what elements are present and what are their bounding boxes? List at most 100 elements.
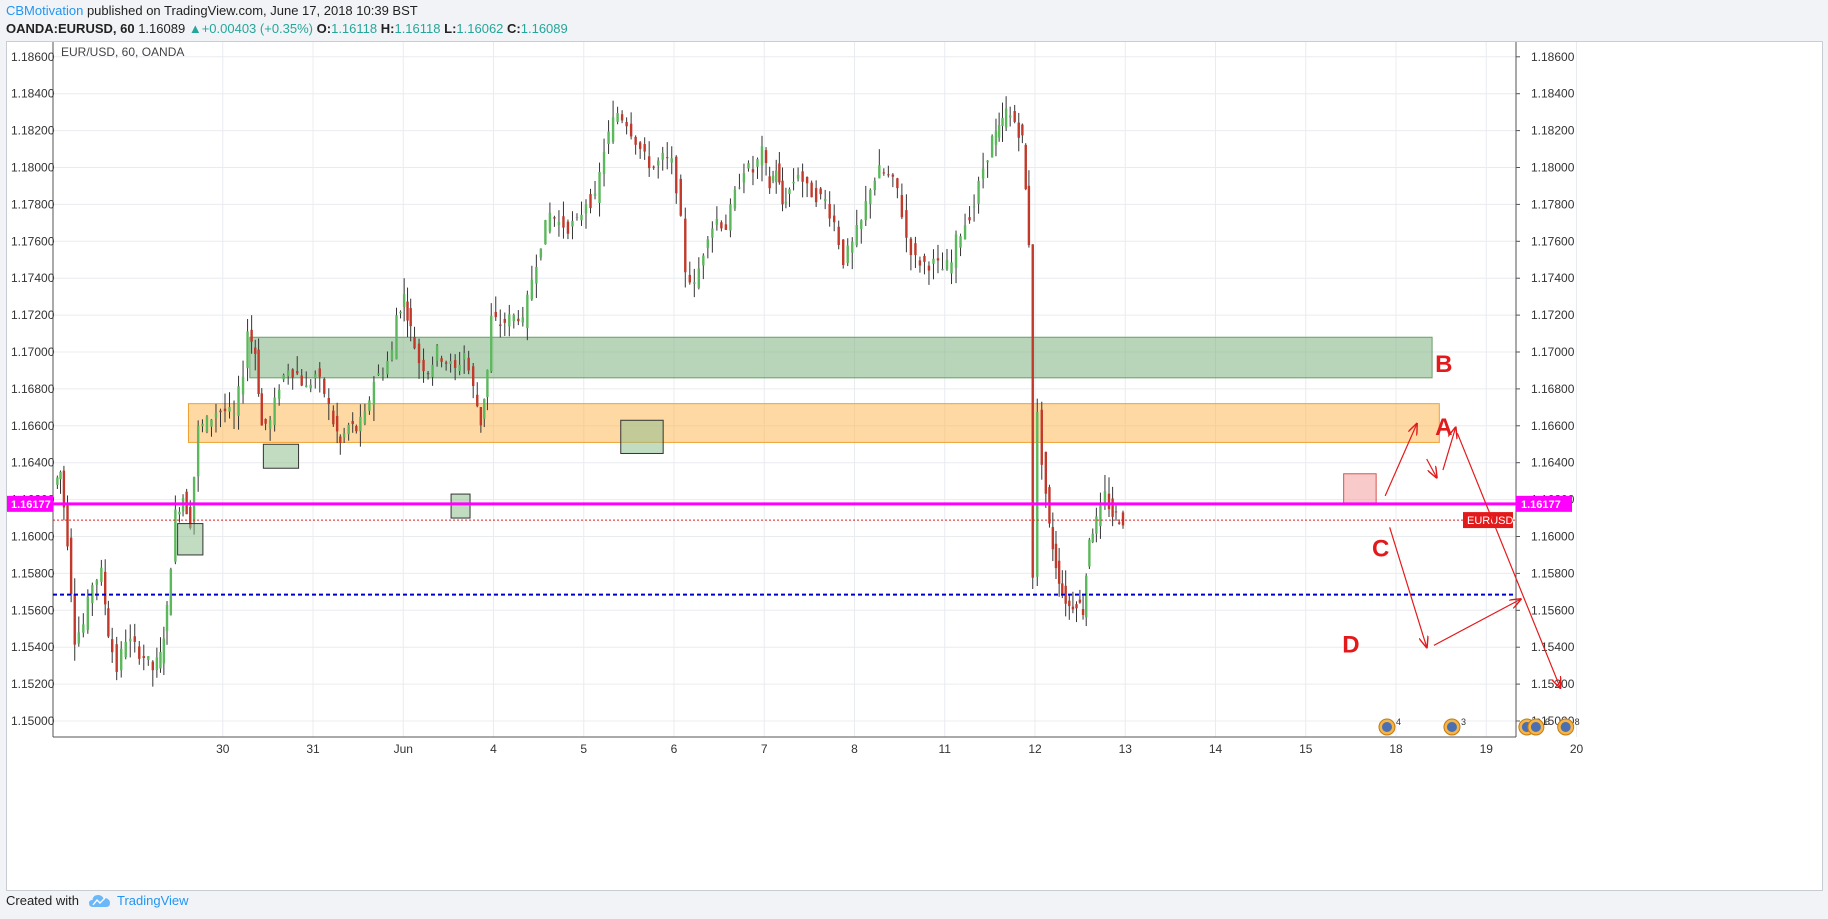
- y-tick-label-right: 1.17600: [1531, 234, 1575, 248]
- candle-bear: [494, 311, 497, 318]
- candle-bear: [566, 221, 570, 234]
- candle-bear: [819, 188, 822, 195]
- y-tick-label-right: 1.15800: [1531, 566, 1575, 580]
- symbol-info: OANDA:EURUSD, 60 1.16089 ▲+0.00403 (+0.3…: [6, 21, 568, 36]
- publish-info: CBMotivation published on TradingView.co…: [6, 3, 418, 18]
- candle-bull: [602, 152, 606, 174]
- candle-bull: [159, 652, 162, 669]
- candle-bear: [1064, 585, 1067, 604]
- candle-bear: [69, 537, 73, 595]
- y-tick-label-left: 1.16000: [11, 530, 55, 544]
- candle-bear: [688, 274, 691, 283]
- event-count: 6: [1545, 717, 1550, 727]
- candle-bear: [1017, 122, 1020, 138]
- candle-bear: [327, 397, 330, 405]
- open-label: O:: [316, 21, 332, 36]
- candle-bull: [557, 221, 561, 226]
- candle-bear: [553, 217, 556, 219]
- candle-bull: [932, 258, 935, 264]
- candle-bear: [323, 378, 326, 394]
- candle-bull: [990, 136, 994, 158]
- candle-bull: [742, 173, 746, 183]
- candle-bear: [296, 371, 299, 374]
- candle-bear: [634, 136, 637, 145]
- y-tick-label-left: 1.18600: [11, 50, 55, 64]
- x-tick-label: 4: [490, 742, 497, 756]
- candle-bear: [467, 357, 470, 371]
- low-value: 1.16062: [456, 21, 504, 36]
- y-tick-label-right: 1.15600: [1531, 603, 1575, 617]
- candle-bull: [174, 509, 177, 562]
- candle-bear: [724, 224, 728, 230]
- candle-bear: [1081, 609, 1085, 616]
- price-chart[interactable]: 1.18600 1.18600 1.18400 1.18400 1.18200 1.182…: [7, 42, 1822, 890]
- candle-bull: [1088, 539, 1091, 567]
- candle-bear: [647, 156, 651, 169]
- candle-bear: [1057, 560, 1061, 584]
- candle-bull: [526, 294, 529, 329]
- candle-bear: [768, 176, 771, 189]
- candle-bull: [210, 419, 213, 427]
- candle-bear: [1117, 522, 1121, 524]
- candle-bear: [73, 593, 76, 645]
- support-box: [620, 419, 664, 454]
- candle-bull: [305, 385, 308, 388]
- candle-bull: [747, 163, 750, 169]
- y-tick-label-right: 1.15200: [1531, 677, 1575, 691]
- candle-bear: [828, 203, 831, 219]
- candle-bear: [562, 216, 565, 228]
- up-arrow-icon: ▲: [188, 21, 202, 36]
- high-value: 1.16118: [394, 21, 441, 36]
- x-tick-label: 14: [1209, 742, 1223, 756]
- candle-bull: [530, 279, 534, 300]
- candle-bear: [503, 318, 506, 323]
- tradingview-link[interactable]: TradingView: [117, 893, 189, 908]
- author-link[interactable]: CBMotivation: [6, 3, 84, 18]
- annotation-d: D: [1342, 632, 1359, 659]
- candle-bull: [192, 476, 196, 523]
- candle-bull: [431, 364, 434, 377]
- candle-bull: [402, 294, 406, 307]
- candle-bull: [950, 262, 953, 274]
- candle-bull: [363, 411, 367, 424]
- candle-bear: [679, 178, 682, 216]
- close-value: 1.16089: [520, 21, 568, 36]
- candle-bull: [702, 255, 705, 266]
- support-box: [177, 523, 204, 556]
- magenta-price-label-left: 1.16177: [11, 499, 51, 511]
- candle-bull: [399, 311, 402, 314]
- candle-bull: [314, 374, 317, 379]
- candle-bear: [189, 506, 192, 528]
- close-label: C:: [507, 21, 521, 36]
- candle-bull: [241, 376, 245, 395]
- candle-bear: [666, 157, 669, 159]
- candle-bull: [521, 317, 525, 323]
- candle-bear: [471, 366, 475, 387]
- candle-bear: [1027, 185, 1031, 246]
- last-price-value: 1.16089: [138, 21, 186, 36]
- candle-bull: [864, 201, 867, 221]
- y-tick-label-left: 1.17400: [11, 271, 55, 285]
- x-tick-label: 5: [580, 742, 587, 756]
- projection-arrow: [1389, 527, 1427, 647]
- candle-bull: [760, 146, 764, 166]
- candle-bear: [413, 336, 416, 349]
- y-tick-label-left: 1.15600: [11, 603, 55, 617]
- y-tick-label-left: 1.18000: [11, 161, 55, 175]
- candle-bull: [851, 241, 854, 253]
- candle-bull: [981, 168, 985, 179]
- projection-arrow: [1426, 458, 1437, 477]
- candle-bull: [997, 124, 1001, 138]
- candle-bear: [900, 194, 904, 218]
- candle-bear: [440, 358, 443, 362]
- y-tick-label-right: 1.17000: [1531, 345, 1575, 359]
- chart-frame[interactable]: 1.18600 1.18600 1.18400 1.18400 1.18200 1.182…: [6, 41, 1823, 891]
- candle-bear: [801, 171, 804, 182]
- candle-bear: [453, 360, 457, 368]
- candle-bull: [95, 580, 99, 585]
- y-tick-label-left: 1.16800: [11, 382, 55, 396]
- candle-bull: [607, 131, 610, 145]
- candle-bull: [178, 511, 181, 515]
- candle-bull: [873, 180, 877, 191]
- candle-bull: [486, 369, 489, 398]
